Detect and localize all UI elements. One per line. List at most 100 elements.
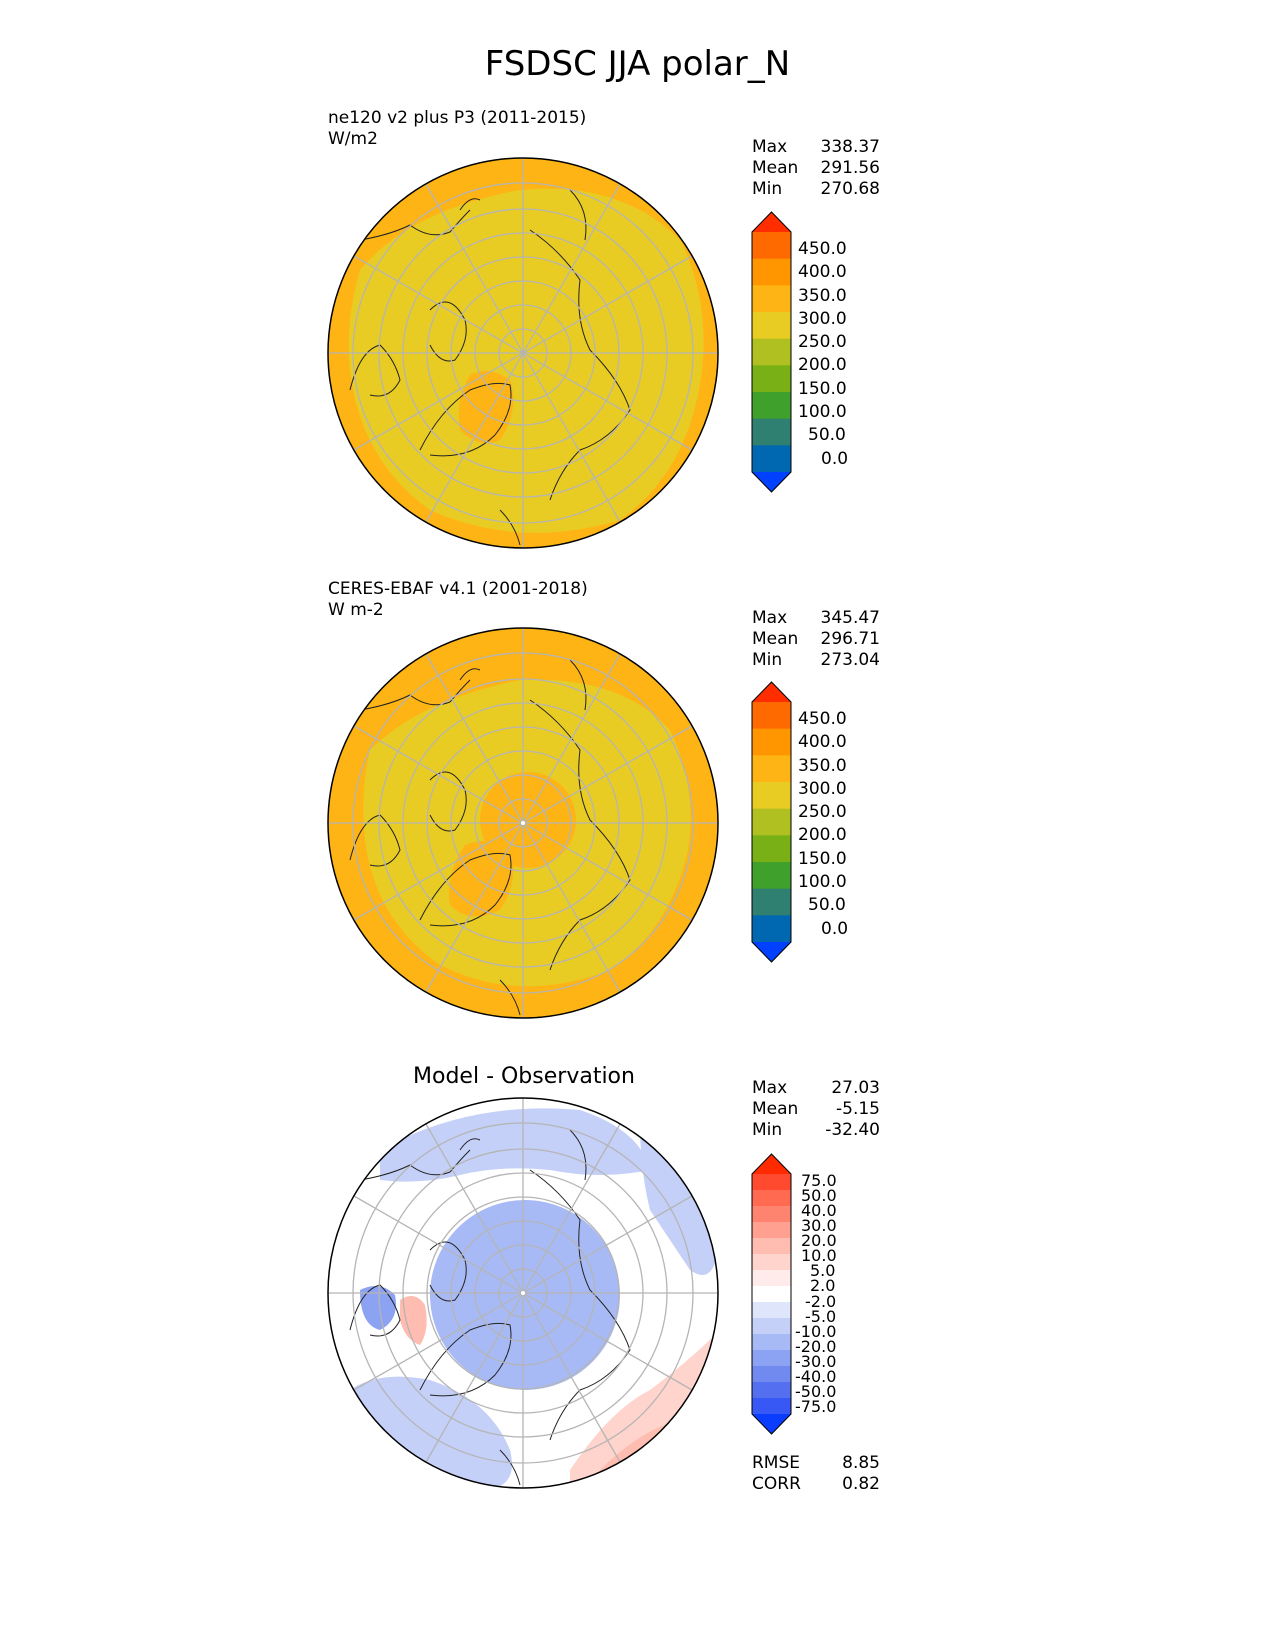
tick-label: -75.0	[795, 1397, 836, 1416]
anomaly-negative-pole	[430, 1200, 620, 1390]
colorbar-segment	[752, 1350, 791, 1367]
colorbar-outline	[751, 681, 792, 963]
stat-label: Max	[752, 137, 788, 157]
stat-label: Min	[752, 1120, 783, 1140]
tick-label: 300.0	[798, 309, 847, 329]
colorbar-segment	[752, 808, 791, 836]
tick-label: 150.0	[798, 849, 847, 869]
colorbar-segment	[752, 1190, 791, 1207]
colorbar-ticks: 450.0 400.0 350.0 300.0 250.0 200.0 150.…	[798, 709, 848, 939]
pole-marker	[521, 1291, 525, 1295]
colorbar-segment	[752, 1206, 791, 1223]
panel-1-units: W/m2	[328, 129, 378, 149]
colorbar-segment	[752, 312, 791, 340]
tick-label: 200.0	[798, 825, 847, 845]
colorbar-segment	[752, 1398, 791, 1415]
map-border	[327, 627, 719, 1019]
colorbar-segment	[752, 1382, 791, 1399]
stat-value: 270.68	[820, 179, 880, 199]
metric-label: CORR	[752, 1474, 801, 1494]
tick-label: 100.0	[798, 402, 847, 422]
colorbar-segments	[751, 1153, 792, 1435]
colorbar-segment	[752, 1238, 791, 1255]
tick-label: 200.0	[798, 355, 847, 375]
colorbar-segment	[752, 782, 791, 810]
tick-label: 50.0	[808, 895, 846, 915]
panel-2-name: CERES-EBAF v4.1 (2001-2018)	[328, 579, 588, 599]
colorbar-segment	[752, 1222, 791, 1239]
tick-label: 350.0	[798, 286, 847, 306]
panel-2-units: W m-2	[328, 600, 384, 620]
tick-label: -20.0	[795, 1337, 836, 1356]
tick-label: 300.0	[798, 779, 847, 799]
tick-label: 50.0	[801, 1186, 837, 1205]
anomaly-negative-north	[380, 1108, 650, 1182]
stat-value: 296.71	[820, 629, 880, 649]
coastlines	[349, 1129, 631, 1486]
stat-value: -5.15	[836, 1099, 880, 1119]
metric-value: 0.82	[842, 1474, 880, 1494]
tick-label: 0.0	[821, 919, 848, 939]
colorbar-segment	[752, 1270, 791, 1287]
panel-1-stats: Max 338.37 Mean 291.56 Min 270.68	[752, 137, 880, 200]
colorbar-segment	[752, 728, 791, 756]
colorbar-segment	[752, 1286, 791, 1303]
coastlines	[349, 189, 631, 546]
anomaly-negative-ne	[640, 1120, 718, 1275]
colorbar-segments	[751, 681, 792, 963]
panel-2-colorbar: 450.0 400.0 350.0 300.0 250.0 200.0 150.…	[751, 681, 848, 963]
colorbar-extend-bottom	[752, 1414, 791, 1434]
map-inner-fill	[348, 188, 704, 533]
tick-label: 50.0	[808, 425, 846, 445]
tick-label: -30.0	[795, 1352, 836, 1371]
pole-marker	[521, 821, 525, 825]
metric-value: 8.85	[842, 1453, 880, 1473]
panel-3-stats: Max 27.03 Mean -5.15 Min -32.40	[752, 1078, 880, 1141]
panel-1-map	[327, 157, 719, 549]
colorbar-segment	[752, 1302, 791, 1319]
greenland-fill	[449, 841, 514, 917]
colorbar-segment	[752, 338, 791, 366]
tick-label: 150.0	[798, 379, 847, 399]
stat-value: 345.47	[820, 608, 880, 628]
colorbar-segment	[752, 835, 791, 863]
stat-label: Min	[752, 179, 783, 199]
colorbar-segment	[752, 418, 791, 446]
panel-3-title: Model - Observation	[413, 1064, 635, 1089]
colorbar-outline	[751, 1153, 792, 1435]
tick-label: -40.0	[795, 1367, 836, 1386]
colorbar-segment	[752, 888, 791, 916]
stat-value: 27.03	[831, 1078, 880, 1098]
tick-label: 2.0	[810, 1276, 835, 1295]
colorbar-ticks: 75.0 50.0 40.0 30.0 20.0 10.0 5.0 2.0 -2…	[795, 1171, 837, 1416]
tick-label: -50.0	[795, 1382, 836, 1401]
colorbar-segment	[752, 1366, 791, 1383]
colorbar-segment	[752, 445, 791, 473]
tick-label: 75.0	[801, 1171, 837, 1190]
stat-label: Mean	[752, 629, 799, 649]
colorbar-segment	[752, 755, 791, 783]
tick-label: 400.0	[798, 262, 847, 282]
colorbar-segment	[752, 392, 791, 420]
colorbar-extend-top	[752, 1154, 791, 1174]
stat-label: Max	[752, 1078, 788, 1098]
stat-value: -32.40	[825, 1120, 880, 1140]
graticule	[328, 158, 718, 548]
stat-label: Mean	[752, 1099, 799, 1119]
stat-label: Mean	[752, 158, 799, 178]
panel-1-name: ne120 v2 plus P3 (2011-2015)	[328, 108, 587, 128]
panel-3-colorbar: 75.0 50.0 40.0 30.0 20.0 10.0 5.0 2.0 -2…	[751, 1153, 837, 1435]
anomaly-negative-west	[360, 1286, 396, 1330]
stat-value: 273.04	[820, 650, 880, 670]
tick-label: 250.0	[798, 332, 847, 352]
tick-label: 400.0	[798, 732, 847, 752]
metric-label: RMSE	[752, 1453, 801, 1473]
colorbar-segment	[752, 862, 791, 890]
coastlines	[349, 659, 631, 1016]
stat-value: 291.56	[820, 158, 880, 178]
tick-label: 10.0	[801, 1246, 837, 1265]
colorbar-segments	[751, 211, 792, 493]
colorbar-extend-bottom	[752, 472, 791, 492]
tick-label: 350.0	[798, 756, 847, 776]
tick-label: 5.0	[810, 1261, 835, 1280]
